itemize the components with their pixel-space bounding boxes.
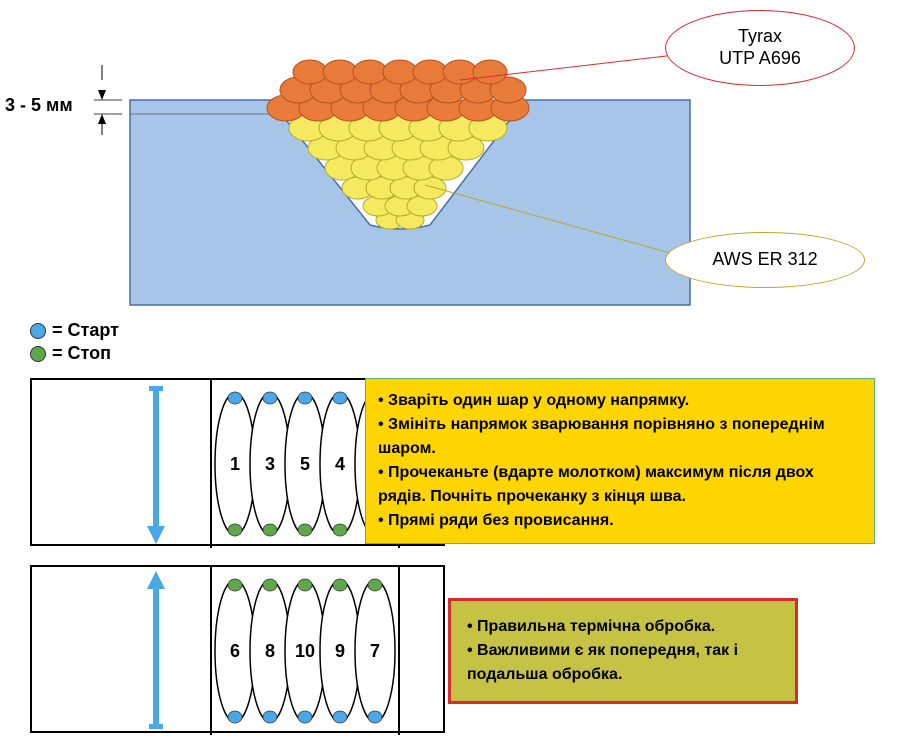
svg-text:4: 4 [335, 454, 345, 474]
legend-stop: = Стоп [30, 343, 119, 364]
legend-stop-label: = Стоп [52, 343, 111, 364]
svg-text:1: 1 [230, 454, 240, 474]
cross-section-diagram: 3 - 5 мм TyraxUTP A696 AWS ER 312 [30, 10, 870, 320]
svg-text:5: 5 [300, 454, 310, 474]
legend-start: = Старт [30, 320, 119, 341]
callout-top-material: TyraxUTP A696 [665, 10, 855, 86]
legend: = Старт = Стоп [30, 320, 119, 366]
legend-start-label: = Старт [52, 320, 119, 341]
dimension-label: 3 - 5 мм [5, 95, 73, 116]
stop-dot-icon [30, 346, 46, 362]
start-dot-icon [30, 323, 46, 339]
svg-text:9: 9 [335, 641, 345, 661]
svg-text:3: 3 [265, 454, 275, 474]
svg-text:6: 6 [230, 641, 240, 661]
yellow-instruction-box: • Зваріть один шар у одному напрямку.• З… [365, 378, 875, 544]
callout-bottom-material: AWS ER 312 [665, 232, 865, 288]
weld-panel-bottom: 6 8 10 9 7 [30, 565, 445, 733]
red-instruction-box: • Правильна термічна обробка.• Важливими… [448, 598, 798, 704]
svg-text:8: 8 [265, 641, 275, 661]
svg-text:7: 7 [370, 641, 380, 661]
weld-panel-bottom-svg: 6 8 10 9 7 [32, 567, 447, 735]
svg-text:10: 10 [295, 641, 315, 661]
